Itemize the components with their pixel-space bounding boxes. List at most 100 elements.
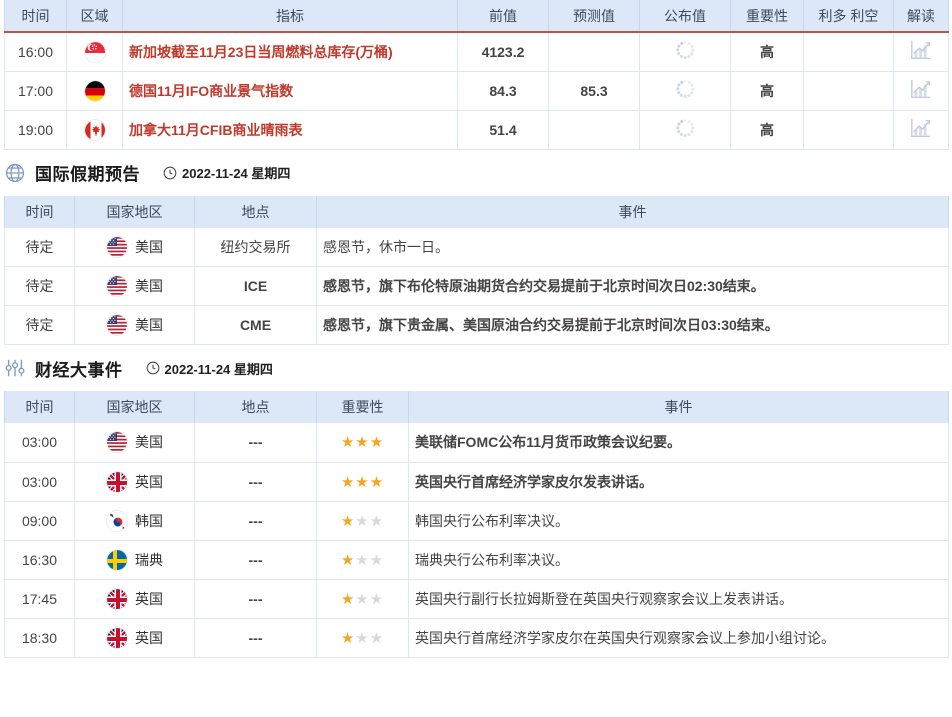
- cell-event: 英国央行首席经济学家皮尔在英国央行观察家会议上参加小组讨论。: [408, 618, 949, 658]
- clock-icon: [146, 361, 160, 375]
- star-icon: ★: [369, 512, 385, 530]
- cell-importance: ★★★: [316, 579, 409, 619]
- singapore-flag: [83, 40, 106, 63]
- country-name: 美国: [135, 434, 163, 451]
- holiday-section-header: 国际假期预告 2022-11-24 星期四: [0, 150, 952, 196]
- cell-country: 英国: [74, 462, 195, 502]
- col-country: 国家地区: [74, 195, 195, 228]
- table-row[interactable]: 17:45 英国 --- ★★★ 英国央行副行长拉姆斯登在英国央行观察家会议上发表讲话。: [4, 579, 949, 619]
- cell-country: 美国: [74, 305, 195, 345]
- cell-time: 待定: [4, 227, 75, 267]
- table-row[interactable]: 待定 美国 ICE 感恩节，旗下布伦特原油期货合约交易提前于北京时间次日02:30结束…: [4, 266, 949, 306]
- cell-analysis[interactable]: [893, 71, 949, 111]
- germany-flag: [83, 79, 106, 102]
- country-name: 韩国: [135, 512, 163, 529]
- cell-country: 美国: [74, 266, 195, 306]
- country-name: 美国: [135, 238, 163, 255]
- cell-time: 待定: [4, 266, 75, 306]
- usa-flag: [106, 275, 128, 297]
- importance-stars: ★★★: [341, 630, 384, 647]
- col-importance: 重要性: [316, 391, 409, 423]
- cell-time: 17:00: [4, 71, 67, 111]
- holiday-table: 时间 国家地区 地点 事件 待定 美国 纽约交易所 感恩节，休市一日。 待定 美国 ICE 感…: [4, 195, 949, 345]
- loading-spinner-icon: [675, 80, 694, 98]
- cell-time: 待定: [4, 305, 75, 345]
- col-place: 地点: [194, 195, 317, 228]
- cell-importance: ★★★: [316, 618, 409, 658]
- col-time: 时间: [4, 391, 75, 423]
- col-indicator: 指标: [122, 0, 458, 33]
- table-row[interactable]: 19:00 加拿大11月CFIB商业晴雨表 51.4 高: [4, 110, 949, 150]
- table-row[interactable]: 03:00 英国 --- ★★★ 英国央行首席经济学家皮尔发表讲话。: [4, 462, 949, 502]
- cell-place: CME: [194, 305, 317, 345]
- cell-indicator[interactable]: 德国11月IFO商业景气指数: [122, 71, 458, 111]
- cell-time: 03:00: [4, 462, 75, 502]
- star-icon: ★: [340, 590, 356, 608]
- chart-icon[interactable]: [910, 118, 932, 138]
- holiday-section-date-group: 2022-11-24 星期四: [163, 163, 290, 182]
- events-section-header: 财经大事件 2022-11-24 星期四: [0, 345, 952, 391]
- cell-region: [66, 32, 123, 72]
- cell-event: 英国央行首席经济学家皮尔发表讲话。: [408, 462, 949, 502]
- cell-indicator[interactable]: 加拿大11月CFIB商业晴雨表: [122, 110, 458, 150]
- holiday-table-wrap: 时间 国家地区 地点 事件 待定 美国 纽约交易所 感恩节，休市一日。 待定 美国 ICE 感…: [0, 195, 952, 345]
- cell-time: 18:30: [4, 618, 75, 658]
- table-row[interactable]: 03:00 美国 --- ★★★ 美联储FOMC公布11月货币政策会议纪要。: [4, 423, 949, 463]
- star-icon: ★: [340, 551, 356, 569]
- cell-time: 16:30: [4, 540, 75, 580]
- chart-icon[interactable]: [910, 40, 932, 60]
- cell-region: [66, 110, 123, 150]
- cell-analysis[interactable]: [893, 32, 949, 72]
- cell-event: 感恩节，旗下贵金属、美国原油合约交易提前于北京时间次日03:30结束。: [316, 305, 949, 345]
- col-event: 事件: [316, 195, 949, 228]
- cell-previous: 84.3: [457, 71, 549, 111]
- col-country: 国家地区: [74, 391, 195, 423]
- cell-indicator[interactable]: 新加坡截至11月23日当周燃料总库存(万桶): [122, 32, 458, 72]
- cell-place: ---: [194, 579, 317, 619]
- col-previous: 前值: [457, 0, 549, 33]
- country-name: 美国: [135, 278, 163, 294]
- holiday-section-title: 国际假期预告: [35, 165, 140, 184]
- cell-country: 英国: [74, 618, 195, 658]
- economic-table-header-row: 时间 区域 指标 前值 预测值 公布值 重要性 利多 利空 解读: [4, 0, 949, 33]
- star-icon: ★: [369, 434, 385, 452]
- cell-importance: ★★★: [316, 423, 409, 463]
- col-time: 时间: [4, 0, 67, 33]
- table-row[interactable]: 待定 美国 CME 感恩节，旗下贵金属、美国原油合约交易提前于北京时间次日03:30结…: [4, 305, 949, 345]
- cell-bull-bear: [803, 110, 894, 150]
- cell-forecast: 85.3: [548, 71, 640, 111]
- clock-icon: [163, 166, 177, 180]
- canada-flag: [83, 118, 106, 141]
- country-name: 瑞典: [135, 551, 163, 568]
- cell-analysis[interactable]: [893, 110, 949, 150]
- cell-forecast: [548, 32, 640, 72]
- cell-place: ---: [194, 423, 317, 463]
- economic-table-wrap: 时间 区域 指标 前值 预测值 公布值 重要性 利多 利空 解读 16:00 新加…: [0, 0, 952, 150]
- cell-importance: ★★★: [316, 501, 409, 541]
- events-table-header-row: 时间 国家地区 地点 重要性 事件: [4, 391, 949, 423]
- cell-place: ICE: [194, 266, 317, 306]
- events-table-wrap: 时间 国家地区 地点 重要性 事件 03:00 美国 --- ★★★ 美联储FOMC公布…: [0, 391, 952, 658]
- country-name: 英国: [135, 590, 163, 607]
- chart-icon[interactable]: [910, 79, 932, 99]
- star-icon: ★: [355, 629, 370, 647]
- globe-icon: [4, 162, 26, 184]
- cell-event: 感恩节，旗下布伦特原油期货合约交易提前于北京时间次日02:30结束。: [316, 266, 949, 306]
- korea-flag: [106, 509, 128, 532]
- sweden-flag: [106, 548, 128, 571]
- table-row[interactable]: 待定 美国 纽约交易所 感恩节，休市一日。: [4, 227, 949, 267]
- table-row[interactable]: 16:00 新加坡截至11月23日当周燃料总库存(万桶) 4123.2 高: [4, 32, 949, 72]
- country-name: 英国: [135, 629, 163, 646]
- col-region: 区域: [66, 0, 123, 33]
- loading-spinner-icon: [675, 119, 694, 137]
- cell-place: 纽约交易所: [194, 227, 317, 267]
- table-row[interactable]: 18:30 英国 --- ★★★ 英国央行首席经济学家皮尔在英国央行观察家会议上参加小组…: [4, 618, 949, 658]
- cell-country: 美国: [74, 423, 195, 463]
- table-row[interactable]: 17:00 德国11月IFO商业景气指数 84.3 85.3 高: [4, 71, 949, 111]
- table-row[interactable]: 09:00 韩国 --- ★★★ 韩国央行公布利率决议。: [4, 501, 949, 541]
- cell-bull-bear: [803, 71, 894, 111]
- star-icon: ★: [340, 434, 356, 452]
- table-row[interactable]: 16:30 瑞典 --- ★★★ 瑞典央行公布利率决议。: [4, 540, 949, 580]
- cell-previous: 51.4: [457, 110, 549, 150]
